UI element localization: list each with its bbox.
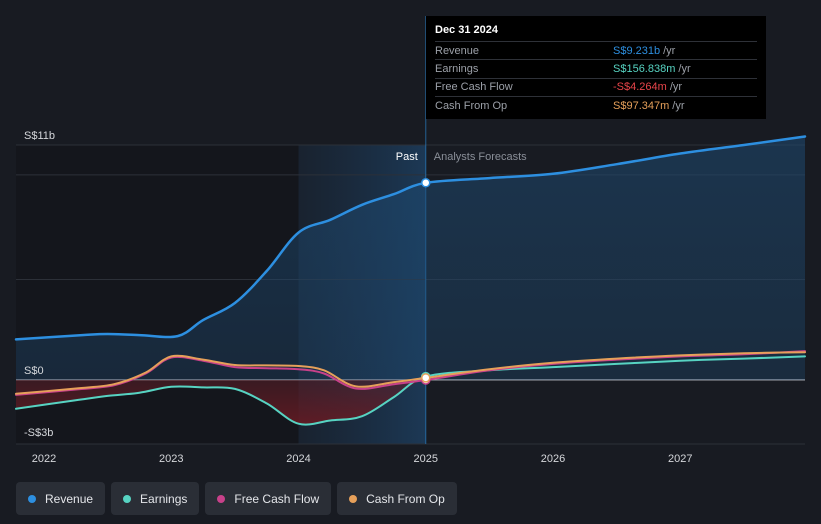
x-tick-label: 2025: [414, 453, 438, 465]
legend-free-cash-flow[interactable]: Free Cash Flow: [205, 482, 332, 515]
tooltip-row-unit: /yr: [663, 44, 676, 57]
x-tick-label: 2024: [286, 453, 310, 465]
x-tick-label: 2023: [159, 453, 183, 465]
x-tick-label: 2027: [668, 453, 692, 465]
tooltip-row-label: Earnings: [435, 63, 479, 76]
tooltip-row: Free Cash Flow -S$4.264m/yr: [435, 77, 757, 96]
legend: Revenue Earnings Free Cash Flow Cash From O…: [16, 482, 457, 515]
y-label-min: -S$3b: [24, 427, 53, 439]
y-label-max: S$11b: [24, 130, 55, 142]
cash-from-op-point-marker: [421, 373, 431, 383]
tooltip-row-label: Cash From Op: [435, 99, 508, 112]
legend-dot-icon: [28, 494, 36, 503]
y-label-zero: S$0: [24, 365, 44, 377]
tooltip-row-label: Revenue: [435, 44, 480, 57]
tooltip: Dec 31 2024 Revenue S$9.231b/yr Earnings S$…: [426, 16, 766, 119]
legend-label: Free Cash Flow: [234, 491, 320, 506]
earnings-line: [15, 355, 806, 426]
legend-revenue[interactable]: Revenue: [16, 482, 106, 515]
legend-dot-icon: [123, 494, 132, 503]
tooltip-row: Revenue S$9.231b/yr: [435, 41, 757, 59]
legend-label: Cash From Op: [366, 491, 445, 506]
earnings-negative-area: [16, 376, 426, 425]
past-label: Past: [396, 151, 418, 163]
revenue-area: [16, 136, 805, 380]
tooltip-row-unit: /yr: [669, 81, 683, 94]
legend-label: Earnings: [140, 491, 188, 506]
revenue-line: [14, 135, 807, 341]
revenue-point-marker: [421, 178, 431, 188]
legend-earnings[interactable]: Earnings: [111, 482, 200, 515]
cash-from-op-line: [15, 351, 806, 395]
legend-cash-from-op[interactable]: Cash From Op: [337, 482, 457, 515]
tooltip-row: Cash From Op S$97.347m/yr: [435, 96, 757, 114]
legend-dot-icon: [349, 494, 358, 503]
tooltip-row-value: S$156.838m: [613, 63, 676, 76]
tooltip-row-unit: /yr: [672, 99, 685, 112]
forecast-label: Analysts Forecasts: [434, 151, 527, 163]
tooltip-row-value: S$9.231b: [613, 44, 661, 57]
tooltip-row-label: Free Cash Flow: [435, 81, 513, 94]
x-tick-label: 2022: [32, 453, 56, 465]
x-tick-label: 2026: [541, 453, 565, 465]
tooltip-row-value: S$97.347m: [613, 99, 670, 112]
legend-dot-icon: [217, 494, 226, 503]
tooltip-date: Dec 31 2024: [435, 24, 498, 36]
tooltip-row: Earnings S$156.838m/yr: [435, 59, 757, 77]
legend-label: Revenue: [45, 491, 94, 506]
tooltip-row-value: -S$4.264m: [613, 81, 667, 94]
tooltip-row-unit: /yr: [678, 63, 691, 76]
